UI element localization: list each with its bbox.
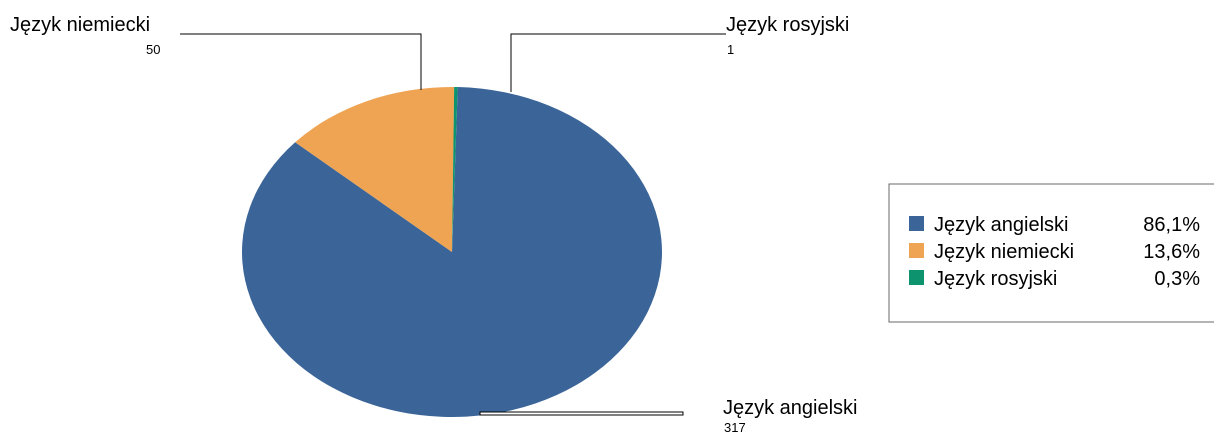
callout-label-niemiecki: Język niemiecki (10, 14, 150, 36)
legend-percent-angielski: 86,1% (1143, 214, 1200, 236)
pie-slice-niemiecki (295, 87, 455, 252)
legend-box (888, 183, 1214, 323)
legend-percent-rosyjski: 0,3% (1154, 268, 1200, 290)
legend-percent-niemiecki: 13,6% (1143, 241, 1200, 263)
callout-label-rosyjski: Język rosyjski (726, 14, 849, 36)
callout-rosyjski: Język rosyjski 1 (510, 14, 849, 92)
legend-label-rosyjski: Język rosyjski (934, 268, 1057, 290)
legend-label-niemiecki: Język niemiecki (934, 241, 1074, 263)
callout-line-niemiecki (180, 33, 422, 90)
legend-swatch-rosyjski (909, 270, 924, 285)
pie-slices (242, 87, 662, 417)
callout-value-rosyjski: 1 (727, 42, 734, 57)
pie-slice-rosyjski (452, 87, 458, 252)
callout-value-angielski: 317 (724, 420, 746, 434)
legend-swatch-angielski (909, 216, 924, 231)
callout-niemiecki: Język niemiecki 50 (10, 14, 422, 90)
callout-value-niemiecki: 50 (146, 42, 160, 57)
legend-label-angielski: Język angielski (934, 214, 1069, 236)
legend: Język angielski 86,1% Język niemiecki 13… (888, 183, 1214, 323)
pie-slice-angielski (242, 87, 662, 417)
callout-line-angielski (479, 411, 684, 416)
callout-angielski: Język angielski 317 (479, 397, 858, 434)
callout-label-angielski: Język angielski (723, 397, 858, 419)
legend-swatch-niemiecki (909, 243, 924, 258)
callout-line-rosyjski (510, 33, 726, 92)
